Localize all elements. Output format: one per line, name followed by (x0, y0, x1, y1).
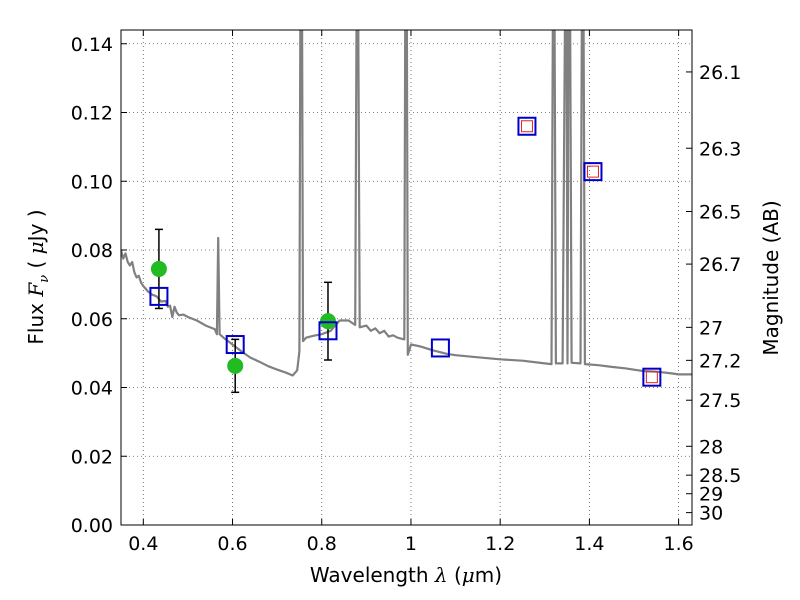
upper-limit-square (586, 165, 599, 178)
y-tick-label: 0.00 (71, 515, 113, 537)
right-tick-label: 26.3 (699, 138, 741, 160)
y-tick-label: 0.08 (71, 240, 113, 262)
x-tick-label: 1 (405, 533, 417, 555)
right-tick-label: 29 (699, 484, 723, 506)
right-tick-label: 30 (699, 503, 723, 525)
x-tick-label: 1.4 (574, 533, 604, 555)
upper-limit-square (645, 371, 658, 384)
y-axis-label: Flux Fν ( μJy ) (24, 209, 52, 344)
model-flux-square (430, 338, 450, 358)
x-tick-label: 0.8 (307, 533, 337, 555)
model-flux-square (225, 335, 245, 355)
observed-flux-point (227, 357, 244, 374)
plot-frame (120, 29, 693, 526)
model-flux-square (149, 286, 169, 306)
x-tick-label: 1.2 (485, 533, 515, 555)
right-tick-label: 27.2 (699, 350, 741, 372)
x-tick-label: 0.6 (217, 533, 247, 555)
grid (121, 30, 692, 526)
right-tick-label: 26.5 (699, 202, 741, 224)
marker-layer (149, 116, 662, 394)
model-spectrum-line (121, 30, 692, 377)
right-tick-label: 27.5 (699, 390, 741, 412)
right-tick-label: 27 (699, 317, 723, 339)
y-right-axis-label: Magnitude (AB) (759, 200, 783, 355)
upper-limit-square (520, 120, 533, 133)
y-tick-label: 0.10 (71, 171, 113, 193)
axis-ticks: 0.4 0.6 0.8 1 1.2 1.4 1.6 0.00 0.02 0.04 0.06 0.08 0… (71, 30, 741, 555)
spectrum-layer (121, 30, 692, 377)
right-tick-label: 26.7 (699, 254, 741, 276)
right-tick-label: 26.1 (699, 62, 741, 84)
observed-flux-point (319, 313, 336, 330)
model-flux-square (517, 116, 537, 136)
y-tick-label: 0.04 (71, 378, 113, 400)
right-tick-label: 28 (699, 436, 723, 458)
y-tick-label: 0.06 (71, 309, 113, 331)
observed-flux-point (150, 260, 167, 277)
x-tick-label: 1.6 (664, 533, 694, 555)
model-flux-square (583, 162, 603, 182)
model-flux-square (318, 321, 338, 341)
x-axis-label: Wavelength λ (μm) (310, 563, 502, 587)
y-tick-label: 0.14 (71, 34, 113, 56)
model-flux-square (642, 367, 662, 387)
y-tick-label: 0.12 (71, 103, 113, 125)
x-tick-label: 0.4 (128, 533, 158, 555)
y-tick-label: 0.02 (71, 446, 113, 468)
right-tick-label: 28.5 (699, 465, 741, 487)
